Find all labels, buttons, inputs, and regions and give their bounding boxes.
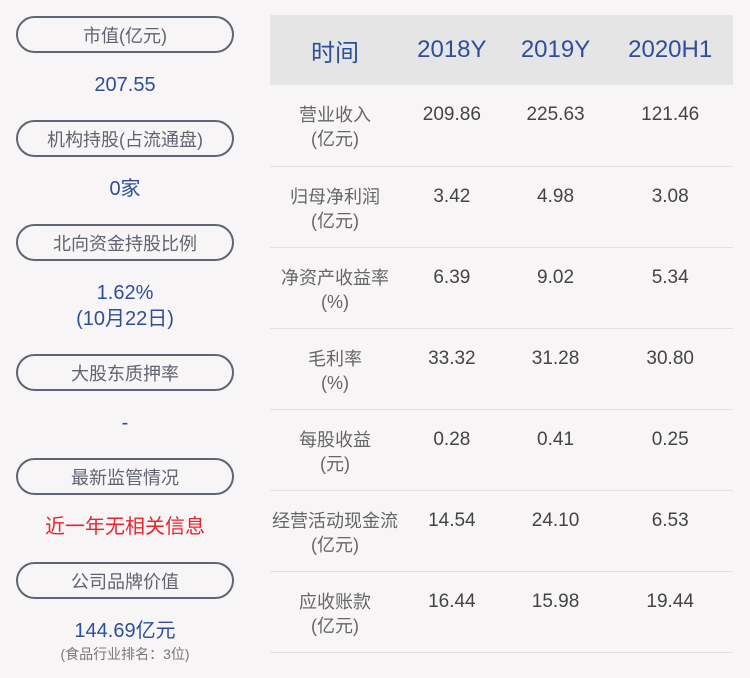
table-cell: 225.63	[503, 85, 608, 167]
brand-value-label: 公司品牌价值	[16, 562, 234, 599]
header-time: 时间	[270, 15, 400, 85]
row-label: 每股收益 (元)	[270, 409, 400, 491]
table-cell: 33.32	[400, 328, 504, 410]
table-cell: 14.54	[400, 490, 504, 572]
metric-name: 应收账款	[299, 591, 371, 612]
table-cell: 209.86	[400, 85, 504, 167]
table-cell: 24.10	[503, 490, 608, 572]
table-row: 营业收入 (亿元) 209.86 225.63 121.46	[270, 85, 733, 167]
row-label: 应收账款 (亿元)	[270, 571, 400, 653]
northbound-ratio-label: 北向资金持股比例	[16, 224, 234, 261]
row-label: 归母净利润 (亿元)	[270, 166, 400, 248]
metric-unit: (亿元)	[311, 210, 359, 231]
metric-unit: (亿元)	[311, 615, 359, 636]
row-label: 经营活动现金流 (亿元)	[270, 490, 400, 572]
table-row: 应收账款 (亿元) 16.44 15.98 19.44	[270, 571, 733, 653]
table-row: 净资产收益率 (%) 6.39 9.02 5.34	[270, 247, 733, 329]
brand-rank-note: (食品行业排名：3位)	[60, 646, 190, 662]
metric-name: 营业收入	[299, 105, 371, 125]
metric-unit: (%)	[321, 372, 349, 393]
table-cell: 6.53	[607, 490, 733, 572]
table-cell: 6.39	[400, 247, 504, 329]
pledge-ratio-value: -	[121, 412, 129, 434]
metric-name: 毛利率	[308, 348, 362, 369]
table-header: 时间 2018Y 2019Y 2020H1	[270, 15, 733, 85]
table-cell: 0.28	[400, 409, 504, 491]
table-cell: 121.46	[607, 85, 733, 167]
table-cell: 3.42	[400, 166, 504, 248]
financial-table: 时间 2018Y 2019Y 2020H1 营业收入 (亿元) 209.86 225.…	[270, 15, 733, 653]
brand-value-value: 144.69亿元	[74, 620, 176, 642]
table-row: 每股收益 (元) 0.28 0.41 0.25	[270, 409, 733, 491]
header-2018: 2018Y	[400, 15, 504, 85]
table-cell: 0.25	[607, 409, 733, 491]
table-cell: 19.44	[607, 571, 733, 653]
market-cap-value: 207.55	[94, 74, 156, 96]
table-cell: 9.02	[503, 247, 608, 329]
table-cell: 15.98	[503, 571, 608, 653]
northbound-ratio-date: (10月22日)	[76, 308, 174, 330]
institution-holding-label: 机构持股(占流通盘)	[16, 120, 234, 157]
table-cell: 5.34	[607, 247, 733, 329]
header-2020h1: 2020H1	[607, 15, 733, 85]
table-cell: 4.98	[503, 166, 608, 248]
metric-unit: (亿元)	[311, 129, 359, 149]
row-label: 营业收入 (亿元)	[270, 85, 400, 167]
metric-unit: (%)	[321, 291, 349, 312]
header-2019: 2019Y	[503, 15, 608, 85]
row-label: 净资产收益率 (%)	[270, 247, 400, 329]
northbound-ratio-value: 1.62%	[96, 282, 154, 304]
table-cell: 0.41	[503, 409, 608, 491]
regulation-value: 近一年无相关信息	[45, 516, 205, 538]
pledge-ratio-label: 大股东质押率	[16, 354, 234, 391]
institution-holding-value: 0家	[109, 178, 141, 200]
table-cell: 31.28	[503, 328, 608, 410]
market-cap-label: 市值(亿元)	[16, 16, 234, 53]
metric-name: 净资产收益率	[281, 267, 389, 288]
table-cell: 16.44	[400, 571, 504, 653]
regulation-label: 最新监管情况	[16, 458, 234, 495]
row-label: 毛利率 (%)	[270, 328, 400, 410]
metric-name: 归母净利润	[290, 186, 380, 207]
table-row: 经营活动现金流 (亿元) 14.54 24.10 6.53	[270, 490, 733, 572]
table-row: 归母净利润 (亿元) 3.42 4.98 3.08	[270, 166, 733, 248]
metric-name: 每股收益	[299, 429, 371, 450]
table-cell: 3.08	[607, 166, 733, 248]
table-row: 毛利率 (%) 33.32 31.28 30.80	[270, 328, 733, 410]
metric-unit: (元)	[320, 453, 350, 474]
table-cell: 30.80	[607, 328, 733, 410]
metric-unit: (亿元)	[311, 534, 359, 555]
metric-name: 经营活动现金流	[272, 510, 398, 531]
